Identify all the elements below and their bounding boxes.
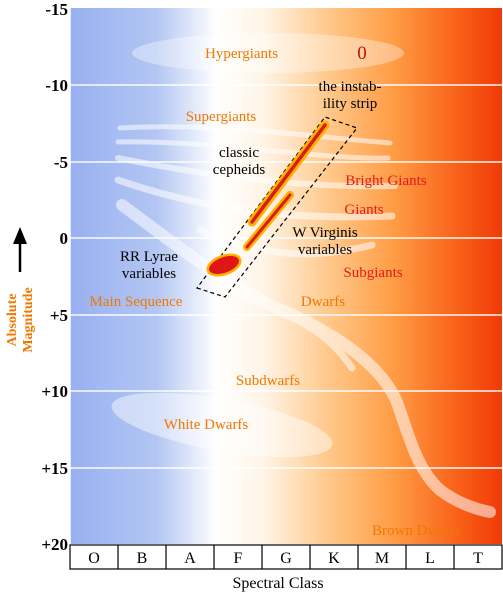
spectral-class-label: G <box>280 550 292 567</box>
upper-giant-band <box>115 155 398 190</box>
y-tick-label: +5 <box>50 306 68 325</box>
variable-star-tracks <box>243 120 330 251</box>
y-tick-label: -15 <box>45 0 68 19</box>
x-axis-box <box>69 544 503 570</box>
spectral-class-label: M <box>375 550 389 567</box>
subdwarf-band <box>244 294 356 372</box>
w-virginis-label-line1: W Virginis <box>292 225 358 241</box>
spectral-class-label: F <box>234 550 243 567</box>
y-axis-title-line1: Absolute <box>5 294 20 347</box>
white-dwarfs-region <box>111 392 333 458</box>
w-virginis-label-line2: variables <box>298 242 352 258</box>
x-axis-title: Spectral Class <box>232 575 323 592</box>
y-tick-label: -5 <box>54 153 68 172</box>
classic-cepheids-track <box>250 123 327 224</box>
spectral-class-label: T <box>473 550 483 567</box>
y-axis-title-line2: Magnitude <box>21 287 36 352</box>
hypergiants-label: Hypergiants <box>205 46 278 62</box>
spectral-class-label: L <box>425 550 435 567</box>
dwarfs-label: Dwarfs <box>301 294 345 310</box>
supergiants-label: Supergiants <box>186 109 257 125</box>
w-virginis-track <box>245 193 292 249</box>
bright-giant-band <box>115 139 391 161</box>
rr-lyrae-label-line1: RR Lyrae <box>120 249 178 265</box>
giants-label: Giants <box>344 202 383 218</box>
bright-giants-label: Bright Giants <box>345 173 426 189</box>
classic-cepheids-label-line2: cepheids <box>213 162 266 178</box>
y-tick-label: 0 <box>60 229 69 248</box>
spectral-class-label: A <box>184 550 196 567</box>
supergiant-band <box>117 124 393 146</box>
y-tick-label: -10 <box>45 76 68 95</box>
subgiant-band <box>196 226 376 258</box>
rr-lyrae-label-line2: variables <box>122 266 176 282</box>
classic-cepheids-label-line1: classic <box>219 145 259 161</box>
y-axis-ticks: -15 -10 -5 0 +5 +10 +15 +20 <box>41 0 68 554</box>
instability-strip-label-line2: ility strip <box>323 96 378 112</box>
spectral-class-label: K <box>328 550 340 567</box>
spectral-class-label: O <box>88 550 100 567</box>
subdwarfs-label: Subdwarfs <box>236 373 300 389</box>
subgiants-label: Subgiants <box>343 265 402 281</box>
hypergiants-region <box>132 33 404 73</box>
luminosity-bands <box>114 124 496 518</box>
y-tick-label: +10 <box>41 382 68 401</box>
white-dwarfs-label: White Dwarfs <box>164 417 249 433</box>
instability-strip-label-line1: the instab- <box>319 79 382 95</box>
x-axis-classes: O B A F G K M L T <box>69 544 503 570</box>
y-tick-label: +20 <box>41 535 68 554</box>
plot-background <box>70 8 502 544</box>
spectral-class-label: B <box>137 550 148 567</box>
up-arrow-icon <box>13 227 27 272</box>
main-sequence-label: Main Sequence <box>90 294 183 310</box>
brown-dwarfs-label: Brown Dwarfs <box>372 523 461 539</box>
zero-marker-label: 0 <box>357 43 367 64</box>
main-sequence-band <box>116 199 496 518</box>
rr-lyrae-region <box>206 253 242 277</box>
y-tick-label: +15 <box>41 459 68 478</box>
